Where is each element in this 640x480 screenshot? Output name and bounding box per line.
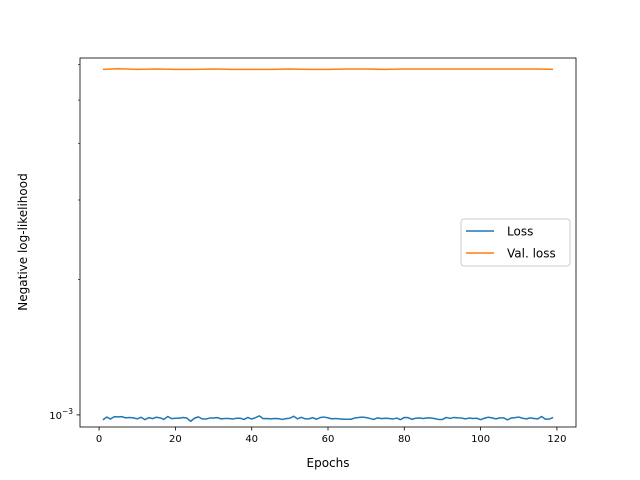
y-axis-label: Negative log-likelihood bbox=[16, 173, 30, 310]
x-tick-label: 60 bbox=[322, 434, 335, 445]
x-tick-label: 40 bbox=[245, 434, 258, 445]
x-tick-label: 20 bbox=[169, 434, 182, 445]
axis-layer: 0 20 40 60 80 100 120 10−3 bbox=[49, 64, 566, 445]
series-line-val-loss bbox=[102, 67, 554, 71]
series-layer bbox=[102, 67, 554, 423]
series-line-loss bbox=[102, 415, 554, 423]
legend-label-val-loss: Val. loss bbox=[507, 247, 556, 261]
legend-label-loss: Loss bbox=[507, 225, 533, 239]
axes-frame bbox=[79, 57, 577, 428]
x-tick-label: 120 bbox=[547, 434, 566, 445]
x-axis-label: Epochs bbox=[307, 456, 350, 470]
x-tick-label: 80 bbox=[398, 434, 411, 445]
legend: Loss Val. loss bbox=[460, 218, 571, 267]
y-tick-label: 10−3 bbox=[49, 407, 73, 422]
x-tick-label: 100 bbox=[471, 434, 490, 445]
x-tick-label: 0 bbox=[96, 434, 102, 445]
